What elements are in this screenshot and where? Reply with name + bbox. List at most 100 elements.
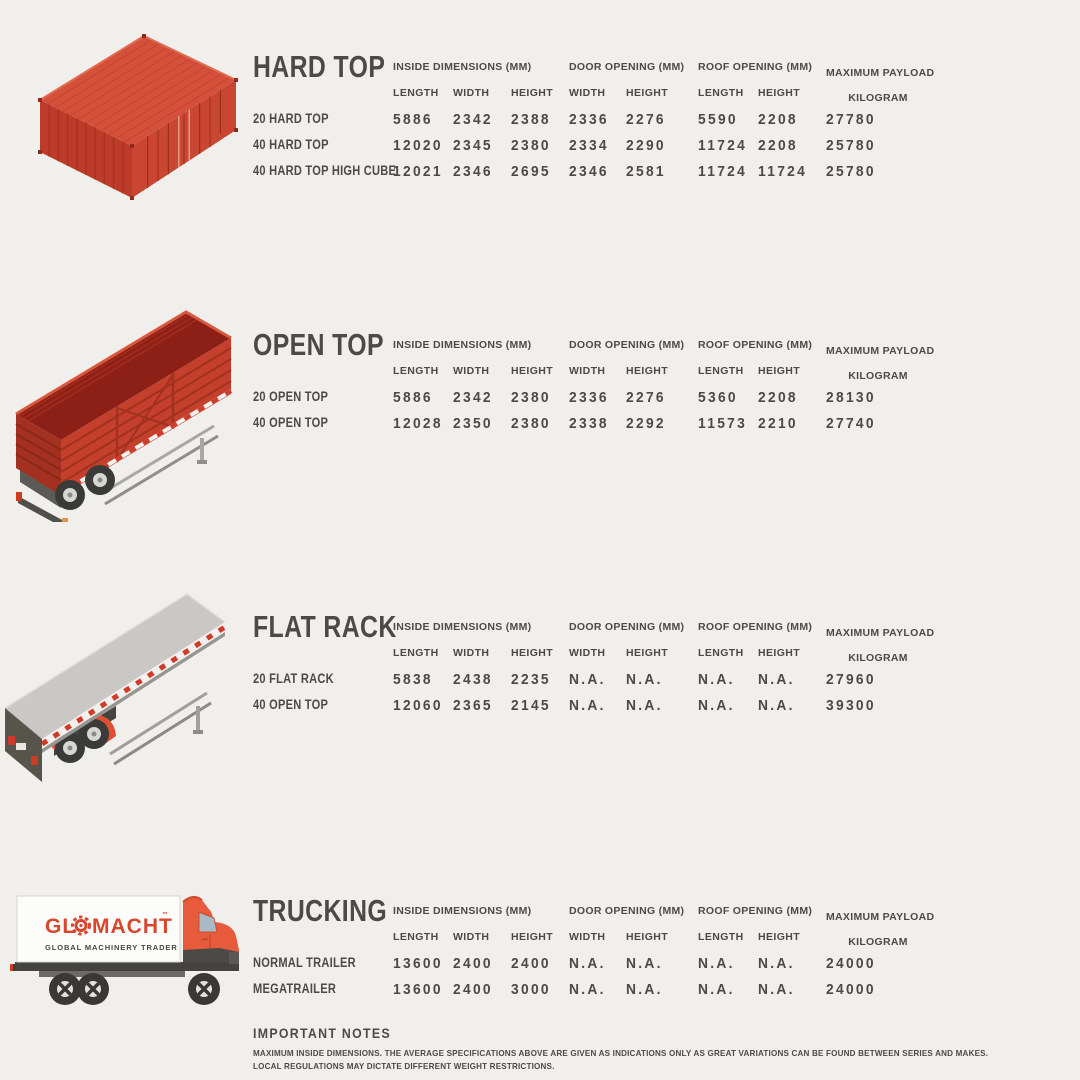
spec-value: 2346	[569, 163, 609, 180]
column-subheader: HEIGHT	[511, 365, 554, 377]
spec-table: INSIDE DIMENSIONS (MM) DOOR OPENING (MM) R…	[253, 334, 953, 436]
spec-value: N.A.	[758, 697, 795, 714]
gear-icon	[71, 915, 91, 936]
spec-value: N.A.	[698, 697, 735, 714]
spec-value: 39300	[826, 697, 876, 714]
spec-value: 27960	[826, 671, 876, 688]
column-group-header: ROOF OPENING (MM)	[698, 621, 813, 633]
spec-value: 2400	[453, 955, 493, 972]
spec-value: 11573	[698, 415, 748, 432]
payload-column-header: MAXIMUM PAYLOAD KILOGRAM	[826, 900, 934, 950]
spec-value: N.A.	[698, 981, 735, 998]
column-group-header: INSIDE DIMENSIONS (MM)	[393, 61, 532, 73]
column-group-header: INSIDE DIMENSIONS (MM)	[393, 339, 532, 351]
glomacht-truck-illustration: GL MACHT ™ GLOBAL MACHINERY TRADER	[5, 888, 245, 1025]
column-group-header: ROOF OPENING (MM)	[698, 905, 813, 917]
spec-value: N.A.	[758, 671, 795, 688]
spec-value: N.A.	[626, 981, 663, 998]
logo-subtitle: GLOBAL MACHINERY TRADER	[45, 943, 178, 952]
spec-value: 2380	[511, 389, 551, 406]
spec-value: 2336	[569, 389, 609, 406]
spec-value: 2290	[626, 137, 666, 154]
column-group-header: INSIDE DIMENSIONS (MM)	[393, 905, 532, 917]
spec-value: N.A.	[626, 697, 663, 714]
spec-value: 2365	[453, 697, 493, 714]
spec-value: 2334	[569, 137, 609, 154]
spec-value: 5360	[698, 389, 738, 406]
payload-header-line: KILOGRAM	[848, 92, 908, 104]
spec-value: 13600	[393, 955, 443, 972]
payload-header-line: MAXIMUM PAYLOAD	[826, 345, 935, 357]
column-subheader: HEIGHT	[758, 931, 801, 943]
spec-value: 2145	[511, 697, 551, 714]
column-subheader: WIDTH	[569, 647, 606, 659]
spec-value: 12028	[393, 415, 443, 432]
flat-rack-trailer-illustration	[2, 586, 242, 796]
spec-value: 11724	[698, 163, 748, 180]
column-subheader: LENGTH	[698, 647, 744, 659]
spec-value: N.A.	[626, 955, 663, 972]
column-group-header: DOOR OPENING (MM)	[569, 339, 685, 351]
hard-top-container-icon	[38, 34, 238, 200]
spec-value: 27740	[826, 415, 876, 432]
column-subheader: WIDTH	[569, 931, 606, 943]
spec-value: 11724	[758, 163, 808, 180]
spec-value: 2336	[569, 111, 609, 128]
column-subheader: WIDTH	[453, 931, 490, 943]
column-subheader: LENGTH	[393, 647, 439, 659]
spec-value: 11724	[698, 137, 748, 154]
spec-value: 2276	[626, 111, 666, 128]
spec-value: 2208	[758, 137, 798, 154]
row-label: 40 OPEN TOP	[253, 697, 329, 712]
spec-value: N.A.	[569, 955, 606, 972]
row-label: 40 HARD TOP	[253, 137, 329, 152]
row-label: 20 FLAT RACK	[253, 671, 334, 686]
payload-column-header: MAXIMUM PAYLOAD KILOGRAM	[826, 616, 935, 666]
column-subheader: WIDTH	[453, 647, 490, 659]
section-title: FLAT RACK	[253, 609, 397, 644]
row-label: 40 HARD TOP HIGH CUBE	[253, 163, 397, 178]
section-title: TRUCKING	[253, 893, 388, 928]
logo-text-gl: GL	[45, 915, 76, 938]
spec-value: N.A.	[698, 671, 735, 688]
spec-value: 5886	[393, 111, 433, 128]
spec-value: 13600	[393, 981, 443, 998]
spec-value: 2380	[511, 415, 551, 432]
flat-rack-trailer-icon	[4, 593, 227, 782]
spec-value: 2276	[626, 389, 666, 406]
notes-line: LOCAL REGULATIONS MAY DICTATE DIFFERENT …	[253, 1061, 555, 1071]
payload-header-line: MAXIMUM PAYLOAD	[826, 67, 935, 79]
column-subheader: HEIGHT	[626, 647, 669, 659]
row-label: MEGATRAILER	[253, 981, 337, 996]
spec-value: 2208	[758, 389, 798, 406]
spec-value: 2342	[453, 389, 493, 406]
spec-value: N.A.	[569, 671, 606, 688]
spec-value: 2388	[511, 111, 551, 128]
spec-value: 2208	[758, 111, 798, 128]
spec-value: N.A.	[758, 981, 795, 998]
column-subheader: LENGTH	[698, 87, 744, 99]
open-top-trailer-icon	[15, 310, 233, 528]
spec-value: 12021	[393, 163, 443, 180]
spec-value: 12060	[393, 697, 443, 714]
logo-trademark: ™	[162, 911, 168, 918]
spec-value: 25780	[826, 163, 876, 180]
spec-value: N.A.	[569, 981, 606, 998]
spec-value: 2581	[626, 163, 666, 180]
row-label: 40 OPEN TOP	[253, 415, 329, 430]
section-title: HARD TOP	[253, 49, 386, 84]
spec-value: 2235	[511, 671, 551, 688]
column-subheader: HEIGHT	[758, 647, 801, 659]
spec-table: INSIDE DIMENSIONS (MM) DOOR OPENING (MM) R…	[253, 616, 953, 718]
payload-column-header: MAXIMUM PAYLOAD KILOGRAM	[826, 56, 935, 106]
payload-header-line: MAXIMUM PAYLOAD	[826, 627, 935, 639]
column-subheader: HEIGHT	[758, 365, 801, 377]
spec-value: 2438	[453, 671, 493, 688]
column-subheader: HEIGHT	[511, 87, 554, 99]
column-subheader: HEIGHT	[626, 931, 669, 943]
spec-value: 3000	[511, 981, 551, 998]
spec-value: N.A.	[698, 955, 735, 972]
column-subheader: LENGTH	[698, 931, 744, 943]
logo-text-macht: MACHT	[92, 915, 173, 938]
